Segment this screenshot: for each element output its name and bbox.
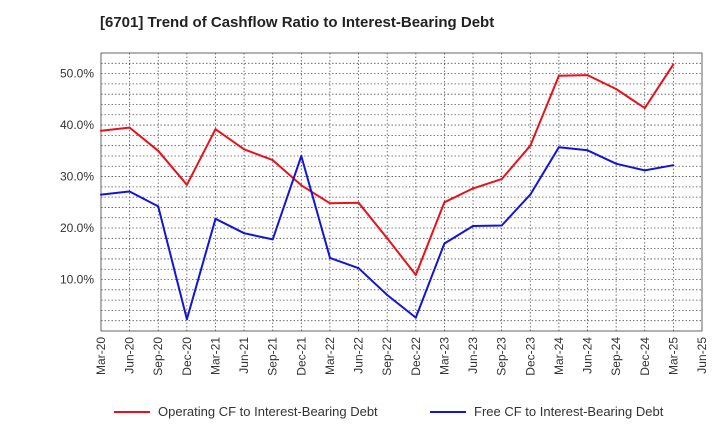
data-point — [414, 273, 417, 276]
data-point — [472, 224, 475, 227]
y-tick-labels: 10.0% 20.0% 30.0% 40.0% 50.0% — [60, 67, 94, 287]
x-tick-label: Jun-21 — [237, 337, 251, 374]
x-tick-label: Jun-23 — [466, 337, 480, 374]
data-point — [386, 293, 389, 296]
x-tick-label: Mar-20 — [94, 337, 108, 375]
x-tick-label: Mar-22 — [323, 337, 337, 375]
data-point — [586, 74, 589, 77]
data-point — [185, 183, 188, 186]
y-tick-label: 50.0% — [60, 67, 94, 81]
x-tick-label: Sep-22 — [380, 337, 394, 376]
data-point — [500, 178, 503, 181]
x-tick-label: Mar-23 — [437, 337, 451, 375]
legend-swatch-free-cf — [430, 410, 466, 413]
data-point — [128, 126, 131, 129]
data-point — [185, 318, 188, 321]
data-point — [100, 129, 102, 132]
x-tick-label: Sep-20 — [151, 337, 165, 376]
legend-item-free-cf: Free CF to Interest-Bearing Debt — [430, 404, 663, 419]
data-point — [357, 267, 360, 270]
chart-title: [6701] Trend of Cashflow Ratio to Intere… — [100, 14, 495, 31]
x-tick-label: Dec-22 — [409, 337, 423, 376]
data-point — [128, 190, 131, 193]
data-point — [328, 202, 331, 205]
legend-label-operating-cf: Operating CF to Interest-Bearing Debt — [158, 404, 378, 419]
x-tick-label: Dec-23 — [523, 337, 537, 376]
x-tick-label: Sep-24 — [609, 337, 623, 376]
data-point — [157, 149, 160, 152]
data-point — [529, 193, 532, 196]
x-tick-label: Dec-20 — [180, 337, 194, 376]
data-point — [386, 237, 389, 240]
y-tick-label: 30.0% — [60, 170, 94, 184]
x-tick-label: Mar-24 — [552, 337, 566, 375]
legend-item-operating-cf: Operating CF to Interest-Bearing Debt — [114, 404, 378, 419]
x-tick-label: Jun-20 — [123, 337, 137, 374]
x-tick-labels: Mar-20 Jun-20 Sep-20 Dec-20 Mar-21 Jun-21 Sep-… — [94, 337, 709, 376]
data-point — [328, 256, 331, 259]
data-point — [557, 74, 560, 77]
legend: Operating CF to Interest-Bearing Debt Fr… — [0, 404, 720, 426]
y-tick-label: 10.0% — [60, 273, 94, 287]
data-point — [157, 205, 160, 208]
plot-area — [100, 52, 703, 332]
data-point — [443, 242, 446, 245]
x-tick-label: Jun-25 — [695, 337, 709, 374]
legend-swatch-operating-cf — [114, 410, 150, 413]
data-point — [357, 201, 360, 204]
x-tick-label: Dec-21 — [294, 337, 308, 376]
series-lines — [100, 63, 675, 321]
x-tick-label: Mar-21 — [208, 337, 222, 375]
data-point — [300, 184, 303, 187]
y-tick-label: 20.0% — [60, 221, 94, 235]
data-point — [443, 201, 446, 204]
data-point — [472, 187, 475, 190]
data-point — [529, 144, 532, 147]
data-point — [414, 316, 417, 319]
data-point — [643, 107, 646, 110]
data-point — [100, 193, 102, 196]
data-point — [672, 164, 675, 167]
grid-lines — [101, 53, 702, 331]
data-point — [615, 88, 618, 91]
data-point — [500, 224, 503, 227]
legend-label-free-cf: Free CF to Interest-Bearing Debt — [474, 404, 664, 419]
x-tick-label: Mar-25 — [666, 337, 680, 375]
data-point — [643, 169, 646, 172]
x-tick-label: Dec-24 — [638, 337, 652, 376]
x-tick-label: Sep-23 — [495, 337, 509, 376]
x-tick-label: Sep-21 — [266, 337, 280, 376]
data-point — [243, 232, 246, 235]
y-tick-label: 40.0% — [60, 118, 94, 132]
data-point — [243, 148, 246, 151]
data-point — [214, 128, 217, 131]
data-point — [300, 154, 303, 157]
x-tick-label: Jun-22 — [352, 337, 366, 374]
data-point — [271, 159, 274, 162]
data-point — [214, 217, 217, 220]
data-point — [615, 162, 618, 165]
data-point — [586, 149, 589, 152]
data-point — [557, 146, 560, 149]
data-point — [271, 238, 274, 241]
x-tick-label: Jun-24 — [581, 337, 595, 374]
data-point — [672, 63, 675, 66]
